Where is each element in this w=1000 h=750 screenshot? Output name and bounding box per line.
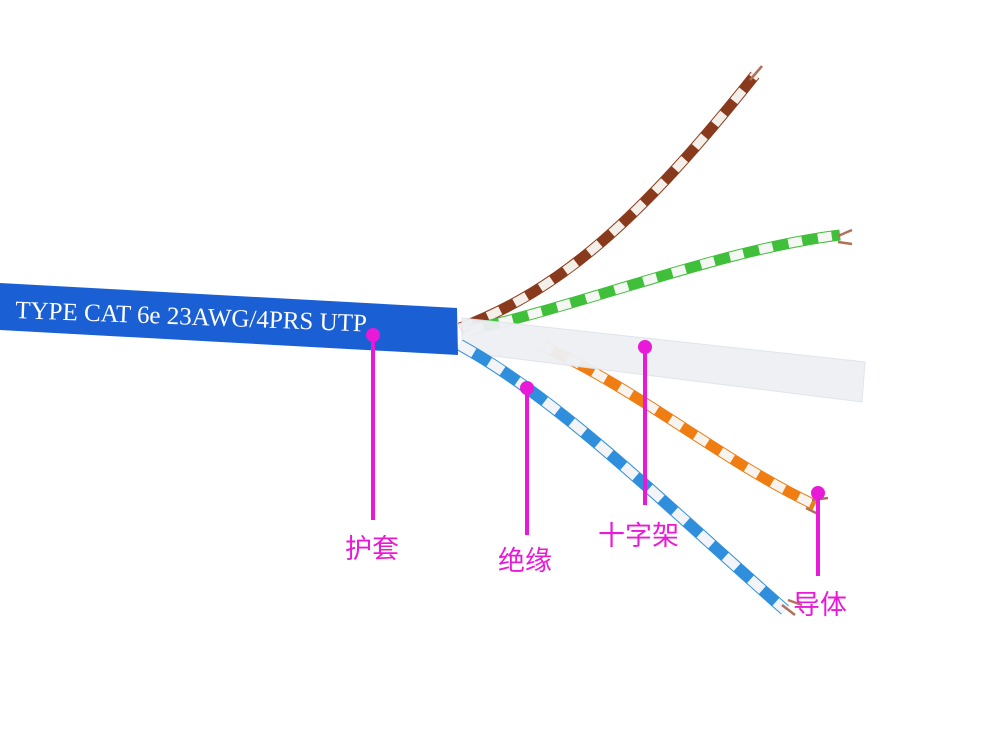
brown-twisted-pair	[458, 71, 760, 334]
label-conductor: 导体	[793, 590, 847, 621]
jacket-leader-dot	[366, 328, 380, 342]
conductor-leader-dot	[811, 486, 825, 500]
label-cross-separator: 十字架	[598, 521, 679, 552]
insulation-leader-dot	[520, 381, 534, 395]
cross-separator	[461, 317, 866, 403]
conductor-tips	[749, 65, 853, 616]
cable-jacket	[0, 283, 458, 355]
label-insulation: 绝缘	[498, 546, 552, 577]
blue-twisted-pair	[457, 339, 789, 615]
separator-leader-dot	[638, 340, 652, 354]
label-jacket: 护套	[345, 534, 399, 565]
green-twisted-pair	[468, 229, 841, 336]
